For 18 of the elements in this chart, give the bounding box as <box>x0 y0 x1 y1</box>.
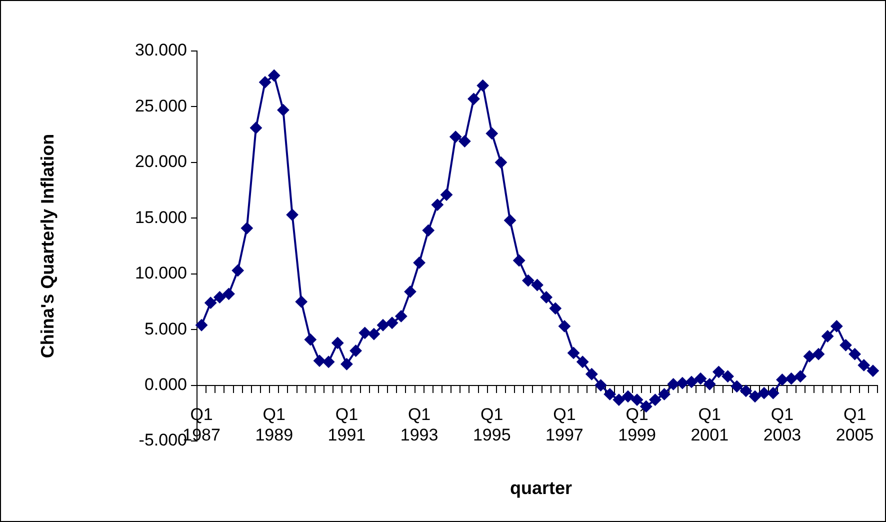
x-tick-label: Q1 1997 <box>546 405 584 445</box>
x-tick-label: Q1 1991 <box>328 405 366 445</box>
y-tick-label: 25.000 <box>135 96 187 116</box>
x-tick-label: Q1 1993 <box>400 405 438 445</box>
x-axis-title: quarter <box>508 478 573 499</box>
y-tick-label: 10.000 <box>135 264 187 283</box>
x-tick-label: Q1 1995 <box>472 405 511 445</box>
y-tick-label: 5.000 <box>144 319 187 338</box>
y-tick-label: 20.000 <box>135 152 187 172</box>
x-tick-label: Q1 1999 <box>618 405 656 445</box>
y-tick-label: 30.000 <box>135 40 187 60</box>
x-tick-label: Q1 1989 <box>255 405 294 445</box>
x-tick-label: Q1 2005 <box>836 405 874 445</box>
y-tick-label: 0.000 <box>144 374 187 394</box>
y-axis-title: China's Quarterly Inflation <box>38 134 58 358</box>
y-tick-label: 15.000 <box>135 208 187 227</box>
x-tick-label: Q1 2001 <box>690 405 729 445</box>
x-tick-label: Q1 2003 <box>763 405 802 445</box>
